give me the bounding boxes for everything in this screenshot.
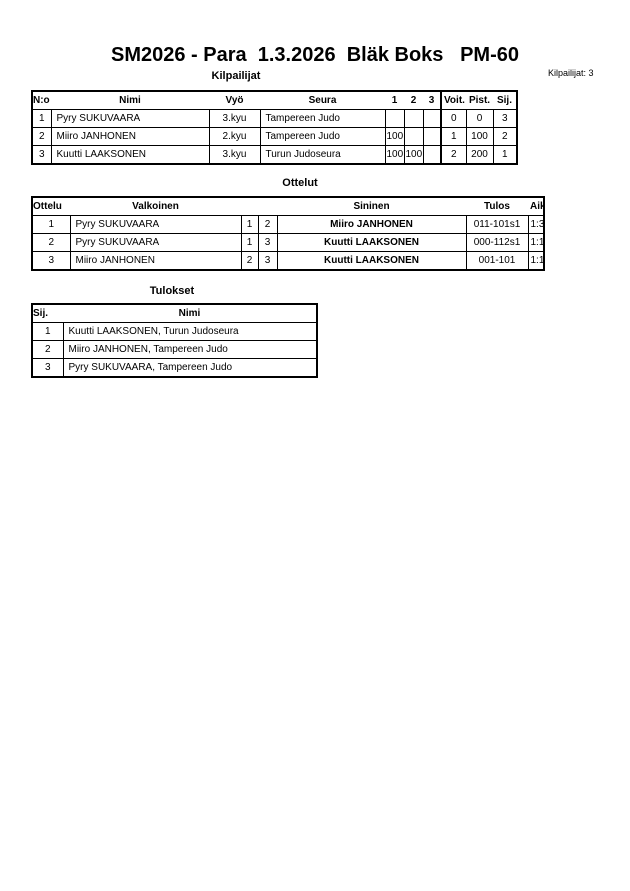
- column-header: Valkoinen: [70, 196, 241, 216]
- table-cell: 1: [440, 127, 467, 146]
- column-header: Pist.: [466, 90, 493, 110]
- table-cell: 1: [31, 109, 52, 128]
- table-cell: 2: [240, 251, 259, 271]
- column-header: Vyö: [209, 90, 260, 110]
- table-cell: 2: [440, 145, 467, 165]
- competitors-table: N:o Nimi Vyö Seura 1 2 3 Voit. Pist. Sij. 1 Pyry SU…: [31, 90, 518, 165]
- column-header: Nimi: [51, 90, 209, 110]
- table-cell: 2: [257, 215, 278, 234]
- header-row: N:o Nimi Vyö Seura 1 2 3 Voit. Pist. Sij.: [32, 90, 517, 110]
- table-row: 3 Kuutti LAAKSONEN 3.kyu Turun Judoseura 100…: [31, 145, 518, 165]
- table-row: 2 Pyry SUKUVAARA 1 3 Kuutti LAAKSONEN 000-112…: [31, 233, 545, 252]
- table-cell: Pyry SUKUVAARA: [69, 215, 242, 234]
- table-cell: 3: [492, 109, 518, 128]
- column-header: Ottelu: [32, 196, 70, 216]
- table-cell: 3: [31, 145, 52, 165]
- table-cell: Kuutti LAAKSONEN: [276, 251, 467, 271]
- column-header: 3: [423, 90, 441, 110]
- table-cell: 3: [257, 233, 278, 252]
- column-header: Sininen: [277, 196, 466, 216]
- page-title: SM2026 - Para 1.3.2026 Bläk Boks PM-60: [111, 44, 519, 66]
- table-cell: 100: [403, 145, 424, 165]
- table-cell: [422, 109, 442, 128]
- header-row: Sij. Nimi: [32, 303, 317, 323]
- table-cell: 000-112s1: [465, 233, 529, 252]
- table-cell: 2: [31, 340, 64, 359]
- table-cell: 3: [31, 251, 71, 271]
- table-cell: 200: [465, 145, 494, 165]
- table-cell: 3: [31, 358, 64, 378]
- table-cell: 001-101: [465, 251, 529, 271]
- table-cell: [384, 109, 405, 128]
- results-table: Sij. Nimi 1 Kuutti LAAKSONEN, Turun Judoseu…: [31, 303, 318, 378]
- table-cell: 2.kyu: [208, 127, 261, 146]
- table-cell: Miiro JANHONEN: [69, 251, 242, 271]
- table-cell: 3.kyu: [208, 109, 261, 128]
- matches-heading: Ottelut: [282, 177, 318, 189]
- table-row: 1 Kuutti LAAKSONEN, Turun Judoseura: [31, 322, 318, 341]
- column-header: Aika: [528, 196, 544, 216]
- results-heading: Tulokset: [149, 285, 195, 297]
- table-cell: [403, 127, 424, 146]
- column-header: Voit.: [440, 90, 466, 110]
- table-cell: Tampereen Judo: [259, 127, 386, 146]
- column-header: Tulos: [466, 196, 528, 216]
- table-cell: 2: [492, 127, 518, 146]
- table-cell: [422, 145, 442, 165]
- table-cell: Pyry SUKUVAARA: [50, 109, 210, 128]
- table-cell: Kuutti LAAKSONEN, Turun Judoseura: [62, 322, 318, 341]
- table-row: 2 Miiro JANHONEN 2.kyu Tampereen Judo 100 1 10…: [31, 127, 518, 146]
- table-cell: 0: [465, 109, 494, 128]
- column-header: [241, 196, 258, 216]
- table-cell: 011-101s1: [465, 215, 529, 234]
- column-header: 2: [404, 90, 423, 110]
- column-header: Sij.: [32, 303, 63, 323]
- table-cell: 1: [240, 215, 259, 234]
- table-row: 3 Miiro JANHONEN 2 3 Kuutti LAAKSONEN 001-101…: [31, 251, 545, 271]
- column-header: Seura: [260, 90, 385, 110]
- table-cell: 1:34: [527, 215, 545, 234]
- table-cell: Pyry SUKUVAARA, Tampereen Judo: [62, 358, 318, 378]
- table-cell: 3.kyu: [208, 145, 261, 165]
- table-cell: 1: [31, 215, 71, 234]
- table-cell: 1: [240, 233, 259, 252]
- column-header: 1: [385, 90, 404, 110]
- table-cell: [422, 127, 442, 146]
- table-row: 3 Pyry SUKUVAARA, Tampereen Judo: [31, 358, 318, 378]
- table-cell: 0: [440, 109, 467, 128]
- table-cell: 1:19: [527, 233, 545, 252]
- table-cell: Miiro JANHONEN: [50, 127, 210, 146]
- table-cell: 100: [465, 127, 494, 146]
- table-cell: Miiro JANHONEN, Tampereen Judo: [62, 340, 318, 359]
- table-row: 1 Pyry SUKUVAARA 3.kyu Tampereen Judo 0 0 3: [31, 109, 518, 128]
- column-header: Sij.: [493, 90, 517, 110]
- table-cell: Miiro JANHONEN: [276, 215, 467, 234]
- table-cell: 3: [257, 251, 278, 271]
- table-cell: Kuutti LAAKSONEN: [50, 145, 210, 165]
- table-cell: 1: [31, 322, 64, 341]
- competitor-count: Kilpailijat: 3: [548, 68, 594, 78]
- table-cell: 100: [384, 127, 405, 146]
- table-cell: [403, 109, 424, 128]
- competitors-heading: Kilpailijat: [211, 70, 261, 82]
- table-cell: 1:18: [527, 251, 545, 271]
- column-header: [258, 196, 277, 216]
- table-row: 2 Miiro JANHONEN, Tampereen Judo: [31, 340, 318, 359]
- table-cell: 100: [384, 145, 405, 165]
- column-header: Nimi: [63, 303, 317, 323]
- table-cell: Pyry SUKUVAARA: [69, 233, 242, 252]
- table-cell: 2: [31, 127, 52, 146]
- table-row: 1 Pyry SUKUVAARA 1 2 Miiro JANHONEN 011-101s1…: [31, 215, 545, 234]
- column-header: N:o: [32, 90, 51, 110]
- table-cell: Turun Judoseura: [259, 145, 386, 165]
- table-cell: Tampereen Judo: [259, 109, 386, 128]
- table-cell: 2: [31, 233, 71, 252]
- table-cell: Kuutti LAAKSONEN: [276, 233, 467, 252]
- table-cell: 1: [492, 145, 518, 165]
